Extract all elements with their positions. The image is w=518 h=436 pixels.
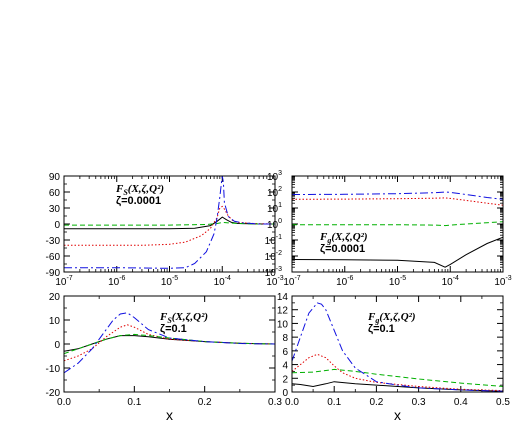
series-line-blue: [292, 302, 503, 392]
series-line-green: [292, 368, 503, 387]
function-annotation: Fg(X,ζ,Q²): [367, 311, 416, 325]
y-tick-label: 20: [49, 292, 61, 303]
x-tick-label: 10-4: [214, 275, 231, 288]
y-tick-label: 10: [277, 319, 289, 330]
y-tick-label: -20: [46, 388, 61, 399]
x-tick-label: 10-3: [494, 275, 511, 288]
y-tick-label: 102: [267, 186, 282, 199]
x-tick-label: 0.1: [127, 397, 141, 408]
x-tick-label: 10-5: [389, 275, 406, 288]
y-tick-label: -60: [46, 252, 61, 263]
zeta-annotation: ζ=0.0001: [116, 195, 161, 207]
y-tick-label: 0: [282, 388, 288, 399]
function-annotation: FS(X,ζ,Q²): [115, 183, 164, 197]
x-tick-label: 10-6: [336, 275, 353, 288]
zeta-annotation: ζ=0.1: [368, 323, 395, 335]
x-tick-label: 10-5: [161, 275, 178, 288]
y-tick-label: 0: [54, 220, 60, 231]
y-tick-label: 60: [49, 188, 61, 199]
x-tick-label: 10-6: [108, 275, 125, 288]
x-tick-label: 0.1: [327, 397, 341, 408]
series-line-red: [64, 324, 275, 362]
x-tick-label: 0.3: [412, 397, 426, 408]
x-tick-label: 0.5: [496, 397, 510, 408]
y-tick-label: 14: [277, 292, 289, 303]
y-tick-label: 10-3: [265, 266, 282, 279]
x-tick-label: 0.2: [198, 397, 212, 408]
series-line-red: [292, 353, 503, 392]
y-tick-label: 90: [49, 172, 61, 183]
y-tick-label: 0: [54, 340, 60, 351]
series-line-green: [292, 221, 503, 227]
x-tick-label: 0.0: [57, 397, 71, 408]
series-line-blue: [292, 191, 503, 200]
x-tick-label: 10-4: [442, 275, 459, 288]
x-tick-label: 0.0: [285, 397, 299, 408]
series-line-red: [292, 197, 503, 206]
y-tick-label: -10: [46, 364, 61, 375]
plot-frame: [63, 295, 276, 393]
series-line-blue: [64, 312, 275, 374]
y-tick-label: 4: [282, 361, 288, 372]
x-tick-label: 0.3: [268, 397, 282, 408]
y-tick-label: 8: [282, 333, 288, 344]
y-tick-label: 10-1: [265, 234, 282, 247]
panel-fg-small-zeta: 10-7 10-6 10-5 10-4 10-3 103 102 101 100 10-1 10-2…: [265, 170, 512, 288]
y-tick-label: 12: [277, 306, 289, 317]
y-tick-label: -30: [46, 236, 61, 247]
x-axis-label: x: [394, 407, 401, 423]
panel-fs-small-zeta: 10-7 10-6 10-5 10-4 10-3 90 60 30 0 -30 -60 -90 FS(X…: [46, 172, 284, 288]
x-tick-label: 0.4: [454, 397, 468, 408]
zeta-annotation: ζ=0.1: [160, 323, 187, 335]
y-tick-label: -90: [46, 268, 61, 279]
plot-frame: [63, 175, 276, 273]
series-line-black: [292, 236, 503, 268]
y-tick-label: 10-2: [265, 250, 282, 263]
x-tick-label: 10-7: [55, 275, 72, 288]
x-tick-label: 10-3: [266, 275, 283, 288]
y-tick-label: 100: [267, 218, 282, 231]
panel-fg-large-zeta: 0.0 0.1 0.2 0.3 0.4 0.5 14 12 10 8 6 4 2 0 Fg(X,ζ,Q²)ζ…: [277, 292, 511, 423]
series-line-red: [64, 205, 275, 246]
plot-frame: [291, 295, 504, 393]
series-line-blue: [64, 176, 275, 269]
series-line-green: [64, 333, 275, 355]
x-tick-label: 10-7: [283, 275, 300, 288]
x-axis-label: x: [166, 407, 173, 423]
y-tick-label: 103: [267, 170, 282, 183]
y-tick-label: 101: [267, 202, 282, 215]
panel-fs-large-zeta: 0.0 0.1 0.2 0.3 20 10 0 -10 -20 FS(X,ζ,Q²)ζ=0.1 x: [46, 292, 283, 423]
y-tick-label: 10: [49, 316, 61, 327]
y-tick-label: 30: [49, 204, 61, 215]
function-annotation: FS(X,ζ,Q²): [159, 311, 208, 325]
function-annotation: Fg(X,ζ,Q²): [319, 231, 368, 245]
zeta-annotation: ζ=0.0001: [320, 243, 365, 255]
x-tick-label: 0.2: [369, 397, 383, 408]
y-tick-label: 2: [282, 374, 288, 385]
plot-frame: [291, 175, 504, 273]
y-tick-label: 6: [282, 347, 288, 358]
